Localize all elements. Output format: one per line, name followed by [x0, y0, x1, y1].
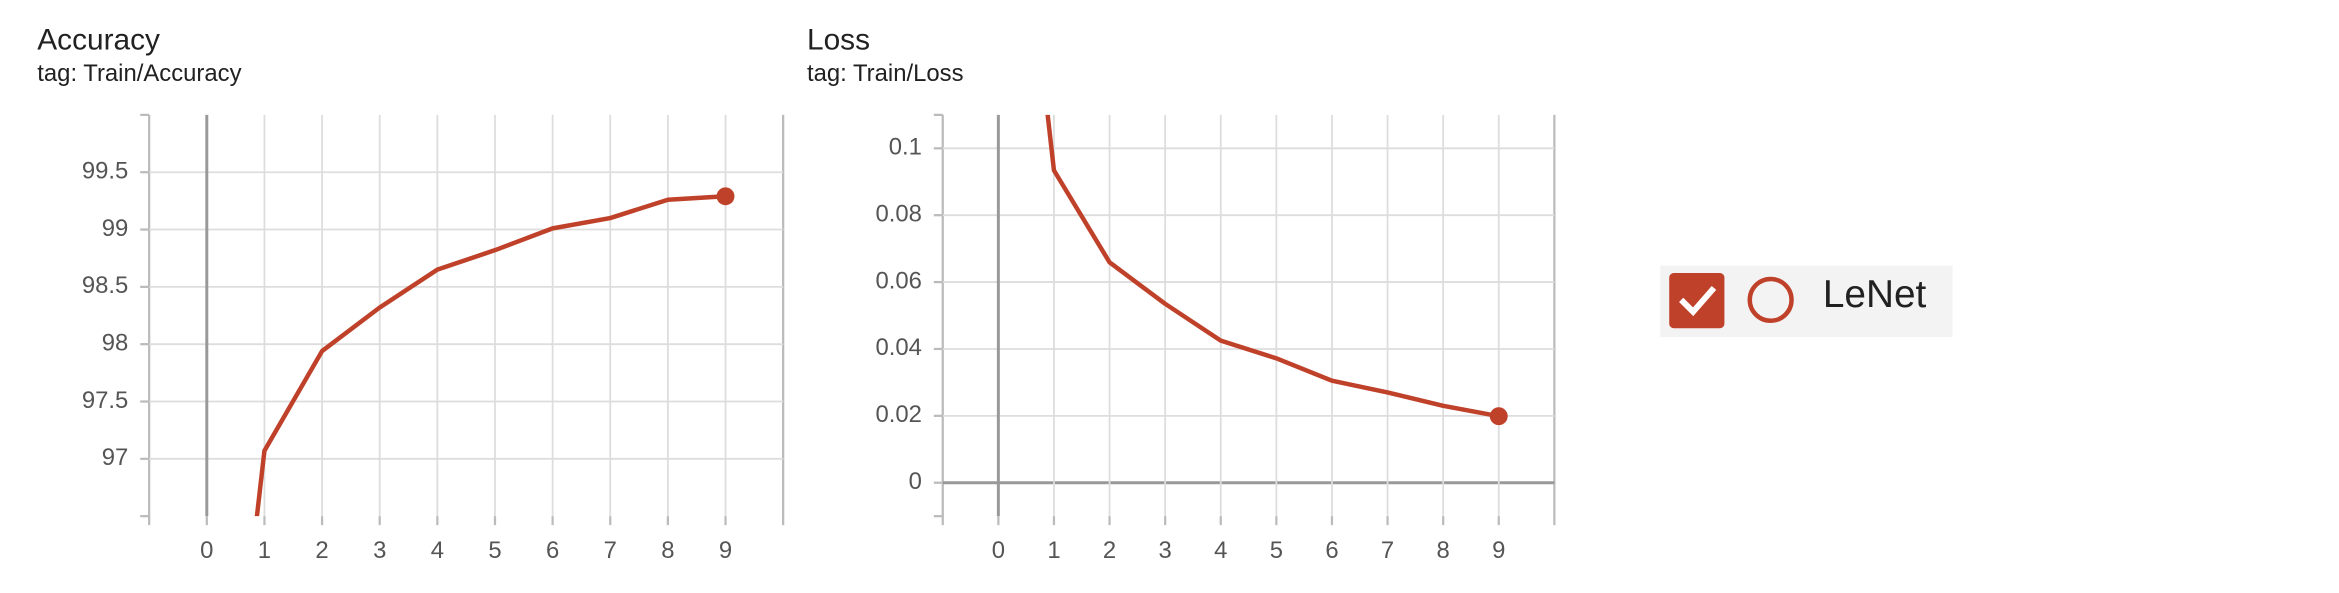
x-tick-label: 4: [1214, 537, 1227, 564]
chart-title: Loss: [807, 24, 870, 57]
x-tick-label: 3: [373, 537, 386, 564]
run-checkbox[interactable]: [1669, 273, 1725, 329]
x-tick-label: 3: [1159, 537, 1172, 564]
y-tick-label: 0.02: [875, 401, 921, 428]
x-tick-label: 7: [604, 537, 617, 564]
y-tick-label: 99.5: [82, 158, 128, 185]
x-tick-label: 6: [546, 537, 559, 564]
series: [254, 187, 735, 517]
x-tick-label: 5: [1270, 537, 1283, 564]
last-point: [716, 187, 735, 206]
y-tick-label: 0.06: [875, 267, 921, 294]
x-tick-label: 4: [431, 537, 444, 564]
legend: LeNet: [1660, 265, 1953, 338]
data-line: [254, 194, 726, 517]
y-tick-label: 97.5: [82, 387, 128, 414]
x-tick-label: 7: [1381, 537, 1394, 564]
run-radio[interactable]: [1747, 276, 1794, 323]
checkmark: [1679, 285, 1717, 317]
x-tick-label: 9: [719, 537, 732, 564]
chart-subtitle: tag: Train/Loss: [807, 60, 964, 87]
legend-label: LeNet: [1823, 273, 1927, 316]
x-tick-label: 8: [661, 537, 674, 564]
x-tick-label: 9: [1492, 537, 1505, 564]
x-tick-label: 1: [1047, 537, 1060, 564]
x-tick-label: 6: [1325, 537, 1338, 564]
data-line: [1045, 114, 1500, 419]
x-tick-label: 2: [315, 537, 328, 564]
x-tick-label: 8: [1437, 537, 1450, 564]
y-tick-label: 99: [102, 215, 129, 242]
x-tick-label: 0: [992, 537, 1005, 564]
x-tick-label: 2: [1103, 537, 1116, 564]
y-tick-label: 98: [102, 329, 129, 356]
y-tick-label: 0.08: [875, 200, 921, 227]
chart-title: Accuracy: [37, 24, 160, 57]
y-tick-label: 0: [909, 468, 922, 495]
x-tick-label: 5: [488, 537, 501, 564]
y-tick-label: 98.5: [82, 272, 128, 299]
y-tick-label: 97: [102, 444, 129, 471]
x-tick-label: 1: [258, 537, 271, 564]
series: [1045, 114, 1508, 426]
y-tick-label: 0.1: [889, 134, 922, 161]
x-tick-label: 0: [200, 537, 213, 564]
y-tick-label: 0.04: [875, 334, 921, 361]
last-point: [1489, 407, 1508, 426]
chart-subtitle: tag: Train/Accuracy: [37, 60, 241, 87]
